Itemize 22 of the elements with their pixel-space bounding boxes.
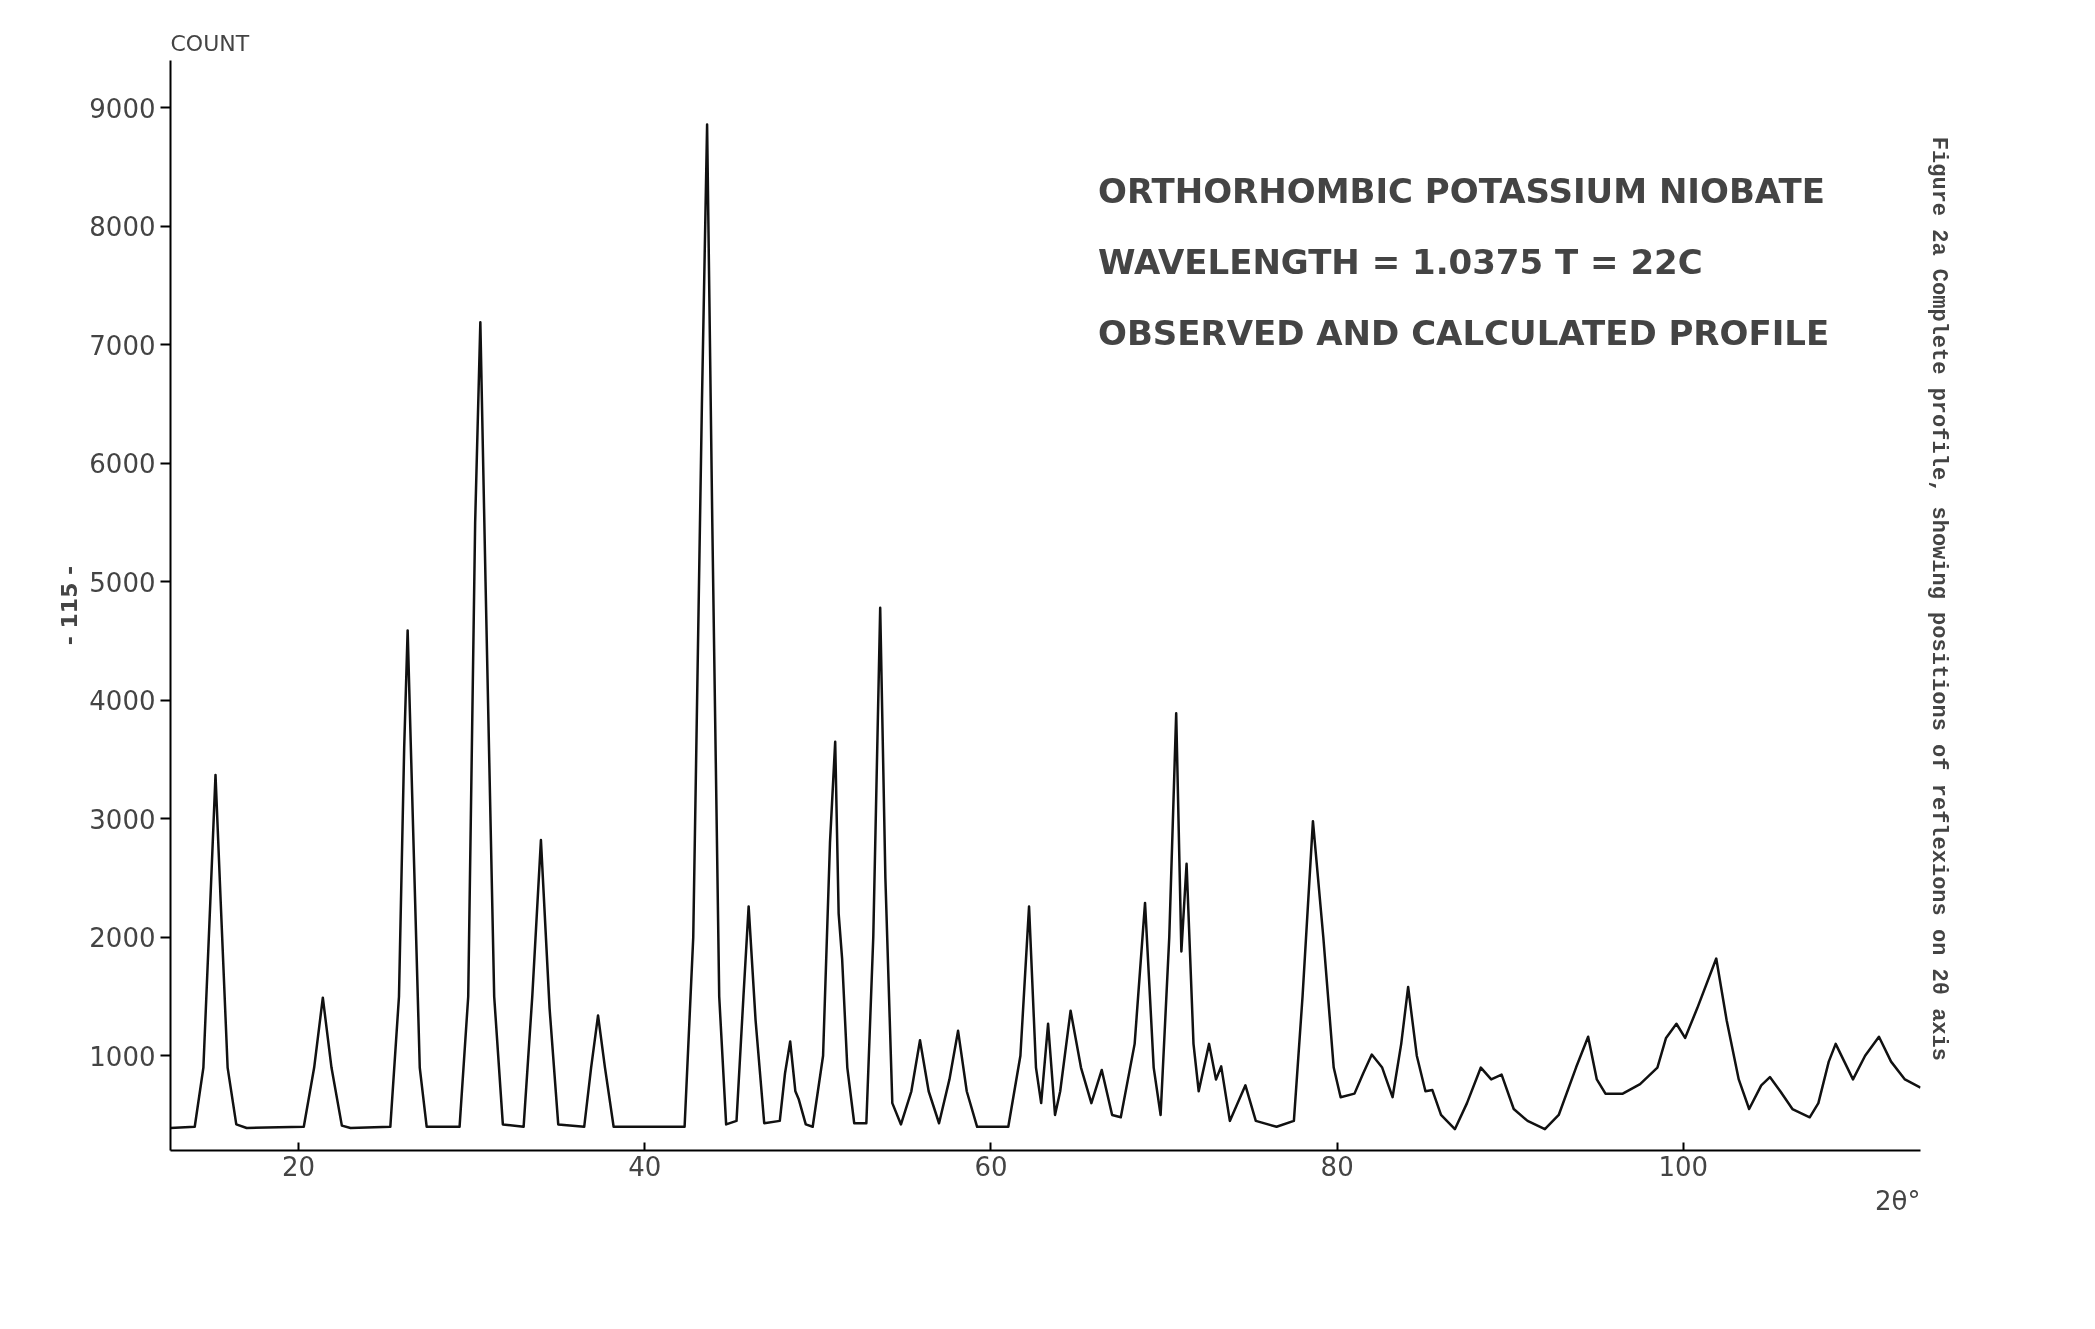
y-tick-label: 6000 xyxy=(89,449,156,480)
y-tick-label: 2000 xyxy=(89,923,156,954)
x-tick-label: 20 xyxy=(282,1151,316,1182)
y-tick-label: 7000 xyxy=(89,330,156,361)
annotation: OBSERVED AND CALCULATED PROFILE xyxy=(1098,313,1830,353)
annotation: WAVELENGTH = 1.0375 T = 22C xyxy=(1098,242,1703,283)
y-tick-label: 8000 xyxy=(89,212,156,243)
x-tick-label: 80 xyxy=(1320,1151,1354,1182)
y-tick-label: 4000 xyxy=(89,686,156,717)
annotation: ORTHORHOMBIC POTASSIUM NIOBATE xyxy=(1098,171,1825,212)
x-tick-label: 60 xyxy=(974,1151,1008,1182)
line-series xyxy=(170,123,1921,1131)
text: - 115 - xyxy=(56,565,82,646)
x-tick-label: 100 xyxy=(1658,1151,1709,1182)
y-tick-label: 1000 xyxy=(89,1041,156,1072)
caption: Figure 2a Complete profile, showing positions of reflexions on 2θ axis xyxy=(1925,136,1951,1061)
x-axis-title: 2θ° xyxy=(1875,1185,1921,1216)
x-tick-label: 40 xyxy=(628,1151,662,1182)
y-axis-title: COUNT xyxy=(170,30,250,56)
y-tick-label: 3000 xyxy=(89,804,156,835)
y-tick-label: 5000 xyxy=(89,567,156,598)
y-tick-label: 9000 xyxy=(89,93,156,124)
